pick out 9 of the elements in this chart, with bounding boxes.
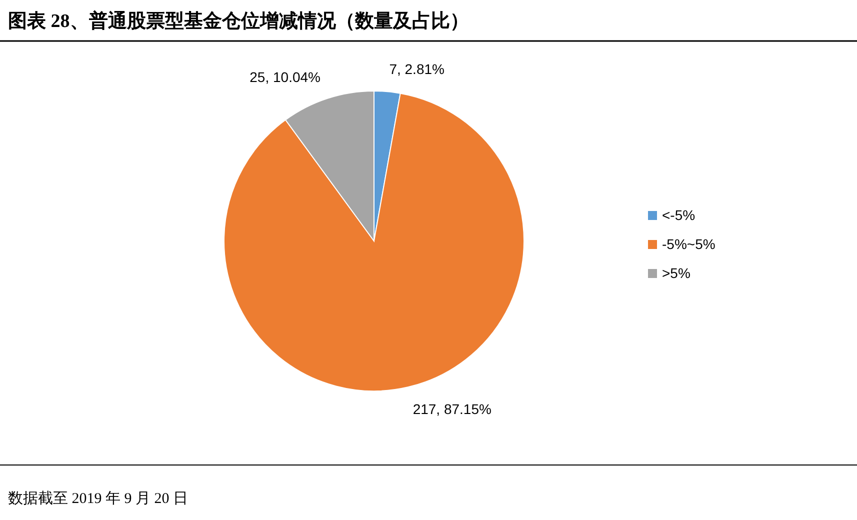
data-label: 7, 2.81% [389,61,444,78]
chart-title: 图表 28、普通股票型基金仓位增减情况（数量及占比） [8,10,469,32]
text: 数据截至 2019 年 9 月 20 日 [8,490,188,507]
legend-label: >5% [662,265,690,281]
pie-slice [224,92,524,392]
data-label: 217, 87.15% [412,401,492,418]
data-label: 25, 10.04% [250,69,320,86]
legend-label: <-5% [662,207,696,223]
legend-label: -5%~5% [662,236,716,252]
